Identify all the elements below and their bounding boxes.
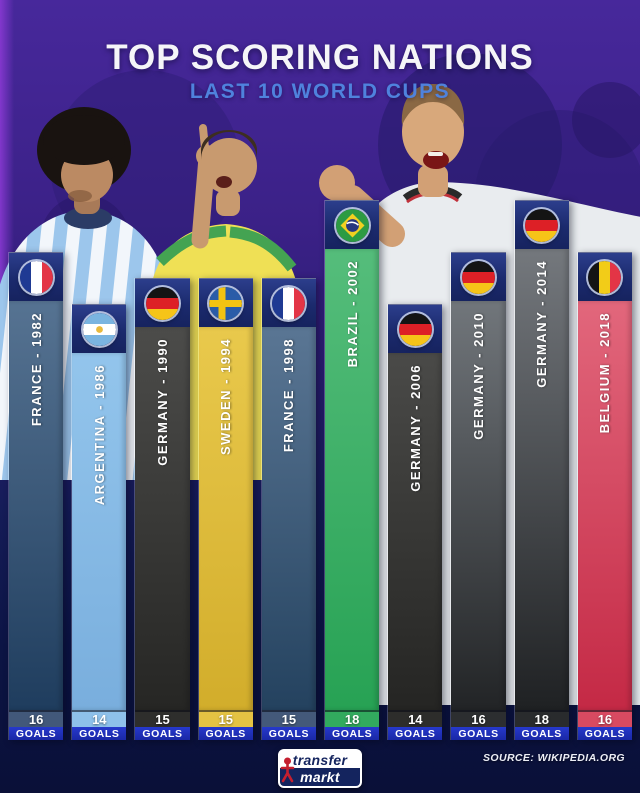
- logo-text-top: transfer: [292, 751, 348, 768]
- brazil-flag-icon: [335, 208, 369, 242]
- goals-word: GOALS: [577, 727, 633, 740]
- bar-label: GERMANY - 2006: [407, 364, 423, 492]
- france-flag-icon: [272, 286, 306, 320]
- germany-flag-icon: [462, 260, 496, 294]
- flag-header: [135, 278, 190, 327]
- goals-value: 18: [514, 710, 569, 727]
- goals-word: GOALS: [514, 727, 569, 740]
- goals-word: GOALS: [135, 727, 190, 740]
- bar-body: BELGIUM - 2018: [577, 301, 633, 710]
- bar-label: ARGENTINA - 1986: [91, 364, 107, 506]
- goals-value: 16: [451, 710, 506, 727]
- flag-header: [325, 200, 380, 249]
- transfermarkt-mascot-icon: [280, 757, 295, 783]
- sweden-flag-icon: [209, 286, 243, 320]
- bar-column-france-1998: FRANCE - 1998 15 GOALS: [260, 278, 317, 740]
- flag-header: [9, 252, 64, 301]
- bar-column-france-1982: FRANCE - 1982 16 GOALS: [8, 252, 64, 740]
- bar-label: BELGIUM - 2018: [597, 312, 613, 434]
- page-title: TOP SCORING NATIONS: [106, 38, 534, 77]
- bar-body: GERMANY - 2006: [388, 353, 443, 710]
- goals-value: 14: [388, 710, 443, 727]
- bar-label: FRANCE - 1998: [281, 338, 297, 453]
- bar-column-germany-2006: GERMANY - 2006 14 GOALS: [387, 304, 443, 740]
- goals-value: 14: [72, 710, 127, 727]
- bar-body: FRANCE - 1998: [261, 327, 317, 710]
- goals-value: 16: [9, 710, 64, 727]
- logo-text-bottom: markt: [280, 768, 360, 786]
- bar-body: FRANCE - 1982: [9, 301, 64, 710]
- bar-body: SWEDEN - 1994: [198, 327, 253, 710]
- bar-chart: FRANCE - 1982 16 GOALS ARGENTINA - 1986 …: [8, 200, 633, 740]
- flag-header: [198, 278, 253, 327]
- flag-header: [451, 252, 506, 301]
- flag-header: [261, 278, 317, 327]
- bar-column-germany-2010: GERMANY - 2010 16 GOALS: [450, 252, 506, 740]
- goals-word: GOALS: [198, 727, 253, 740]
- ball-watermark: [572, 82, 640, 158]
- belgium-flag-icon: [588, 260, 622, 294]
- bar-body: GERMANY - 2010: [451, 301, 506, 710]
- bar-column-germany-1990: GERMANY - 1990 15 GOALS: [134, 278, 190, 740]
- goals-value: 18: [325, 710, 380, 727]
- goals-value: 15: [135, 710, 190, 727]
- goals-value: 15: [261, 710, 317, 727]
- bar-column-sweden-1994: SWEDEN - 1994 15 GOALS: [197, 278, 253, 740]
- bar-column-brazil-2002: BRAZIL - 2002 18 GOALS: [324, 200, 380, 740]
- france-flag-icon: [19, 260, 53, 294]
- bar-label: GERMANY - 1990: [155, 338, 170, 466]
- footer: transfer markt SOURCE: WIKIPEDIA.ORG: [0, 740, 640, 793]
- bar-label: GERMANY - 2014: [534, 260, 550, 388]
- goals-word: GOALS: [325, 727, 380, 740]
- argentina-flag-icon: [82, 312, 116, 346]
- flag-header: [388, 304, 443, 353]
- goals-word: GOALS: [72, 727, 127, 740]
- goals-value: 15: [198, 710, 253, 727]
- goals-word: GOALS: [9, 727, 64, 740]
- germany-flag-icon: [146, 286, 179, 320]
- germany-flag-icon: [525, 208, 559, 242]
- bar-body: ARGENTINA - 1986: [72, 353, 127, 710]
- bar-label: SWEDEN - 1994: [218, 338, 234, 456]
- bar-body: GERMANY - 2014: [514, 249, 569, 710]
- flag-header: [72, 304, 127, 353]
- goals-word: GOALS: [261, 727, 317, 740]
- bar-column-belgium-2018: BELGIUM - 2018 16 GOALS: [576, 252, 633, 740]
- bar-column-argentina-1986: ARGENTINA - 1986 14 GOALS: [71, 304, 127, 740]
- goals-word: GOALS: [451, 727, 506, 740]
- bar-label: GERMANY - 2010: [471, 312, 487, 440]
- goals-value: 16: [577, 710, 633, 727]
- source-credit: SOURCE: WIKIPEDIA.ORG: [483, 752, 625, 764]
- bar-label: FRANCE - 1982: [28, 312, 44, 427]
- germany-flag-icon: [398, 312, 432, 346]
- transfermarkt-logo: transfer markt: [278, 749, 362, 788]
- bar-column-germany-2014: GERMANY - 2014 18 GOALS: [513, 200, 569, 740]
- bar-body: GERMANY - 1990: [135, 327, 190, 710]
- flag-header: [577, 252, 633, 301]
- goals-word: GOALS: [388, 727, 443, 740]
- bar-label: BRAZIL - 2002: [344, 260, 360, 368]
- flag-header: [514, 200, 569, 249]
- bar-body: BRAZIL - 2002: [325, 249, 380, 710]
- page-subtitle: LAST 10 WORLD CUPS: [189, 79, 451, 103]
